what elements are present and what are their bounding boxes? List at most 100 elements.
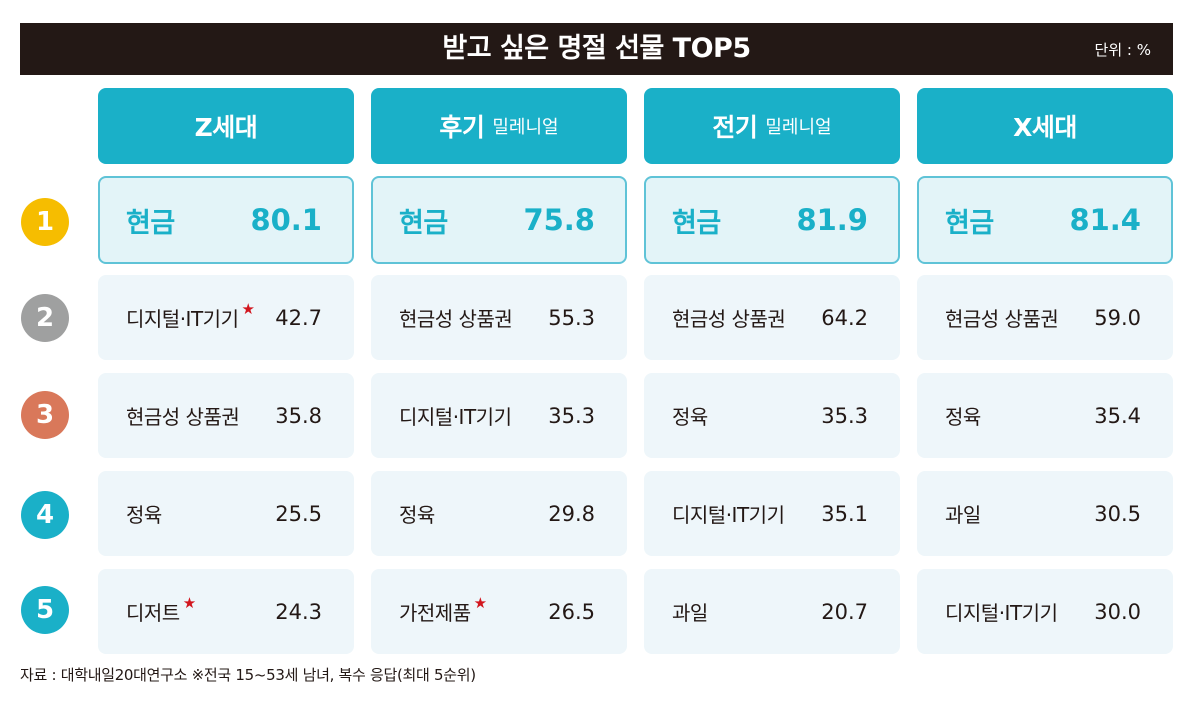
gift-name: 과일	[945, 503, 981, 527]
top-rank-cell: 현금 75.8	[371, 176, 627, 264]
column-header: X세대	[917, 88, 1173, 164]
gift-label: 과일	[945, 471, 981, 556]
rank-cell: 디지털·IT기기 ★ 42.7	[98, 275, 354, 360]
gift-name: 과일	[672, 601, 708, 625]
gift-value: 25.5	[275, 501, 322, 526]
gift-value: 59.0	[1094, 305, 1141, 330]
rank-cell: 현금성 상품권 35.8	[98, 373, 354, 458]
gift-value: 64.2	[821, 305, 868, 330]
gift-name: 정육	[126, 503, 162, 527]
gift-name: 가전제품	[399, 601, 471, 625]
gift-label: 정육	[945, 373, 981, 458]
gift-name: 현금	[945, 207, 994, 239]
gift-value: 55.3	[548, 305, 595, 330]
rank-cell: 현금성 상품권 59.0	[917, 275, 1173, 360]
rank-cell: 정육 25.5	[98, 471, 354, 556]
gift-name: 현금성 상품권	[399, 307, 513, 331]
gift-name: 정육	[672, 405, 708, 429]
gift-value: 35.4	[1094, 403, 1141, 428]
rank-cell: 디지털·IT기기 35.1	[644, 471, 900, 556]
title-bar: 받고 싶은 명절 선물 TOP5 단위 : %	[20, 23, 1173, 75]
rank-cell: 정육 35.4	[917, 373, 1173, 458]
rank-cell: 디지털·IT기기 30.0	[917, 569, 1173, 654]
gift-value: 80.1	[250, 203, 322, 237]
gift-name: 현금	[126, 207, 175, 239]
rank-cell: 현금성 상품권 55.3	[371, 275, 627, 360]
generation-label: X세대	[1013, 113, 1077, 142]
rank-cell: 과일 20.7	[644, 569, 900, 654]
rank-cell: 디지털·IT기기 35.3	[371, 373, 627, 458]
rank-badge-2: 2	[21, 294, 69, 342]
rank-cell: 가전제품 ★ 26.5	[371, 569, 627, 654]
column-header: 후기 밀레니얼	[371, 88, 627, 164]
gift-name: 디저트	[126, 601, 180, 625]
gift-label: 정육	[672, 373, 708, 458]
gift-name: 현금성 상품권	[945, 307, 1059, 331]
gift-name: 정육	[399, 503, 435, 527]
gift-name: 현금성 상품권	[126, 405, 240, 429]
gift-value: 26.5	[548, 599, 595, 624]
star-icon: ★	[182, 593, 196, 612]
gift-label: 현금	[399, 178, 448, 262]
gift-label: 현금	[126, 178, 175, 262]
chart-title: 받고 싶은 명절 선물 TOP5	[442, 33, 751, 64]
gift-name: 현금성 상품권	[672, 307, 786, 331]
rank-badge-4: 4	[21, 491, 69, 539]
rank-cell: 디저트 ★ 24.3	[98, 569, 354, 654]
gift-label: 가전제품 ★	[399, 569, 487, 654]
generation-sublabel: 밀레니얼	[765, 117, 832, 138]
column-header: Z세대	[98, 88, 354, 164]
gift-name: 디지털·IT기기	[672, 503, 785, 527]
gift-name: 현금	[399, 207, 448, 239]
gift-name: 디지털·IT기기	[126, 307, 239, 331]
gift-value: 30.0	[1094, 599, 1141, 624]
gift-name: 디지털·IT기기	[945, 601, 1058, 625]
star-icon: ★	[241, 299, 255, 318]
gift-label: 과일	[672, 569, 708, 654]
gift-value: 81.4	[1069, 203, 1141, 237]
generation-sublabel: 밀레니얼	[492, 117, 559, 138]
rank-badge-5: 5	[21, 586, 69, 634]
gift-value: 35.8	[275, 403, 322, 428]
gift-value: 24.3	[275, 599, 322, 624]
gift-value: 81.9	[796, 203, 868, 237]
gift-value: 29.8	[548, 501, 595, 526]
gift-label: 현금성 상품권	[126, 373, 240, 458]
gift-label: 디저트 ★	[126, 569, 196, 654]
gift-label: 디지털·IT기기	[399, 373, 512, 458]
rank-badge-3: 3	[21, 391, 69, 439]
gift-label: 현금성 상품권	[672, 275, 786, 360]
column-header: 전기 밀레니얼	[644, 88, 900, 164]
gift-value: 35.3	[821, 403, 868, 428]
rank-cell: 과일 30.5	[917, 471, 1173, 556]
gift-value: 30.5	[1094, 501, 1141, 526]
gift-value: 35.1	[821, 501, 868, 526]
star-icon: ★	[473, 593, 487, 612]
gift-label: 정육	[126, 471, 162, 556]
gift-label: 현금성 상품권	[945, 275, 1059, 360]
gift-value: 75.8	[523, 203, 595, 237]
gift-name: 디지털·IT기기	[399, 405, 512, 429]
gift-value: 20.7	[821, 599, 868, 624]
gift-label: 현금성 상품권	[399, 275, 513, 360]
gift-value: 42.7	[275, 305, 322, 330]
gift-value: 35.3	[548, 403, 595, 428]
gift-label: 디지털·IT기기 ★	[126, 275, 255, 360]
unit-label: 단위 : %	[1094, 41, 1151, 59]
generation-label: 후기	[439, 113, 485, 142]
gift-name: 현금	[672, 207, 721, 239]
gift-label: 현금	[945, 178, 994, 262]
gift-label: 현금	[672, 178, 721, 262]
generation-label: 전기	[712, 113, 758, 142]
rank-cell: 정육 35.3	[644, 373, 900, 458]
rank-cell: 정육 29.8	[371, 471, 627, 556]
rank-badge-1: 1	[21, 198, 69, 246]
top-rank-cell: 현금 80.1	[98, 176, 354, 264]
top-rank-cell: 현금 81.9	[644, 176, 900, 264]
source-note: 자료 : 대학내일20대연구소 ※전국 15~53세 남녀, 복수 응답(최대 …	[20, 666, 476, 684]
rank-cell: 현금성 상품권 64.2	[644, 275, 900, 360]
gift-name: 정육	[945, 405, 981, 429]
gift-label: 디지털·IT기기	[945, 569, 1058, 654]
gift-label: 디지털·IT기기	[672, 471, 785, 556]
generation-label: Z세대	[194, 113, 258, 142]
